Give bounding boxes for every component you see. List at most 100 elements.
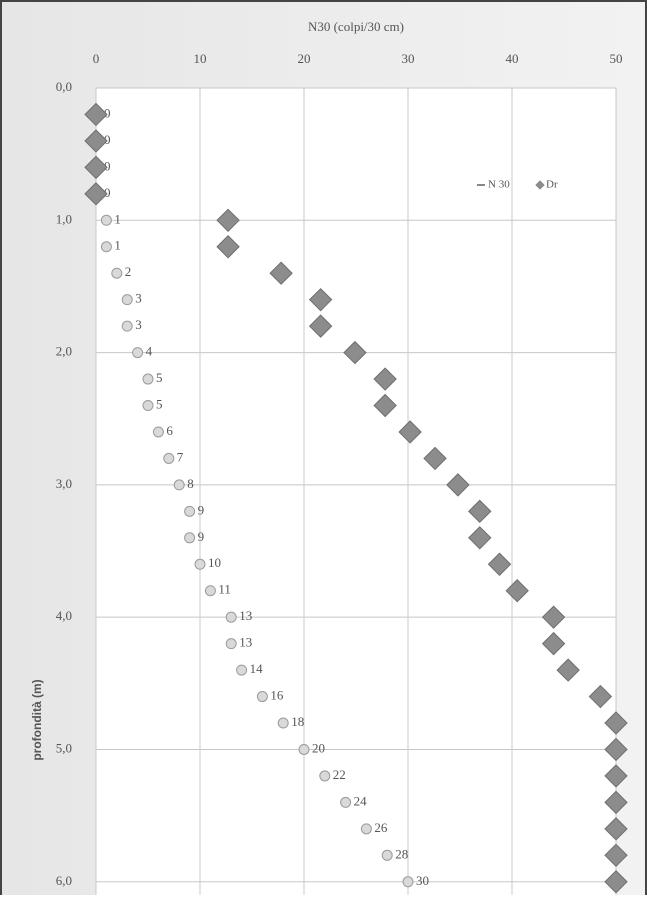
diamond-marker	[216, 208, 240, 233]
diamond-marker	[541, 631, 566, 656]
data-label: 4	[146, 344, 153, 359]
diamond-marker	[604, 790, 628, 815]
data-label: 20	[312, 740, 325, 755]
diamond-marker	[373, 393, 397, 418]
diamond-marker	[446, 473, 470, 497]
y-tick-label: 4,0	[56, 608, 72, 623]
x-tick-label: 20	[298, 51, 311, 66]
x-tick-label: 0	[93, 51, 100, 66]
diamond-marker	[604, 870, 628, 894]
data-label: 3	[135, 291, 142, 306]
circle-marker	[204, 585, 216, 597]
diamond-marker	[423, 446, 447, 471]
diamond-marker	[468, 499, 492, 524]
circle-marker	[360, 823, 372, 835]
data-label: 10	[208, 555, 221, 570]
circle-marker	[100, 214, 112, 226]
data-label: 5	[156, 370, 163, 385]
circle-marker	[256, 691, 268, 703]
y-tick-label: 3,0	[56, 476, 72, 491]
y-tick-label: 5,0	[56, 740, 72, 755]
data-label: 1	[114, 238, 121, 253]
data-label: 0	[104, 105, 111, 120]
circle-marker	[340, 796, 352, 808]
y-axis-title: profondità (m)	[30, 679, 44, 760]
data-label: 0	[104, 185, 111, 200]
diamond-marker	[398, 420, 422, 444]
y-tick-label: 0,0	[56, 79, 72, 94]
x-tick-label: 40	[506, 51, 519, 66]
data-label: 18	[291, 714, 304, 729]
circle-marker	[121, 320, 133, 332]
diamond-marker	[84, 102, 108, 127]
data-label: 1	[114, 211, 121, 226]
diamond-marker	[505, 579, 529, 603]
circle-marker	[184, 532, 196, 544]
diamond-marker	[604, 711, 628, 735]
diamond-marker	[84, 129, 108, 153]
circle-marker	[402, 876, 414, 888]
x-tick-label: 50	[610, 51, 623, 66]
diamond-marker	[308, 287, 333, 312]
diamond-marker	[541, 605, 566, 629]
data-label: 0	[104, 158, 111, 173]
data-label: 0	[104, 132, 111, 147]
circle-marker	[277, 717, 289, 729]
circle-marker	[132, 347, 144, 359]
data-label: 5	[156, 396, 163, 411]
x-axis-title: N30 (colpi/30 cm)	[308, 19, 404, 34]
legend-marker	[535, 180, 545, 190]
data-label: 13	[239, 635, 252, 650]
circle-marker	[142, 400, 154, 412]
data-label: 14	[250, 661, 264, 676]
y-tick-label: 2,0	[56, 344, 72, 359]
data-label: 13	[239, 608, 252, 623]
data-label: 11	[218, 582, 231, 597]
circle-marker	[381, 849, 393, 861]
data-label: 9	[198, 529, 205, 544]
circle-marker	[163, 452, 175, 464]
data-label: 22	[333, 767, 346, 782]
x-tick-label: 30	[402, 51, 415, 66]
circle-marker	[225, 611, 237, 623]
circle-marker	[121, 294, 133, 306]
diamond-marker	[556, 658, 580, 682]
data-label: 2	[125, 264, 132, 279]
diamond-marker	[487, 552, 512, 576]
diamond-marker	[468, 526, 492, 550]
diamond-marker	[604, 764, 628, 788]
diamond-marker	[216, 235, 240, 259]
data-label: 6	[166, 423, 173, 438]
diamond-marker	[373, 367, 397, 391]
data-label: 24	[354, 793, 368, 808]
data-label: 3	[135, 317, 142, 332]
legend-label: N 30	[488, 179, 510, 191]
y-tick-label: 1,0	[56, 211, 72, 226]
data-label: 28	[395, 846, 408, 861]
plot-area	[96, 88, 616, 900]
diamond-marker	[343, 340, 367, 365]
data-label: 7	[177, 449, 184, 464]
circle-marker	[184, 505, 196, 517]
diamond-marker	[269, 261, 293, 285]
data-label: 9	[198, 502, 205, 517]
data-label: 30	[416, 873, 429, 888]
circle-marker	[142, 373, 154, 385]
circle-marker	[173, 479, 185, 491]
circle-marker	[100, 241, 112, 253]
data-label: 16	[270, 688, 284, 703]
data-label: 26	[374, 820, 388, 835]
y-tick-label: 6,0	[56, 873, 72, 888]
diamond-marker	[604, 843, 628, 868]
diamond-marker	[604, 737, 628, 762]
circle-marker	[152, 426, 164, 438]
diamond-marker	[84, 155, 108, 180]
circle-marker	[298, 743, 310, 755]
diamond-marker	[604, 817, 628, 841]
x-tick-label: 10	[194, 51, 207, 66]
diamond-marker	[588, 684, 613, 709]
circle-marker	[194, 558, 206, 570]
circle-marker	[319, 770, 331, 782]
circle-marker	[236, 664, 248, 676]
